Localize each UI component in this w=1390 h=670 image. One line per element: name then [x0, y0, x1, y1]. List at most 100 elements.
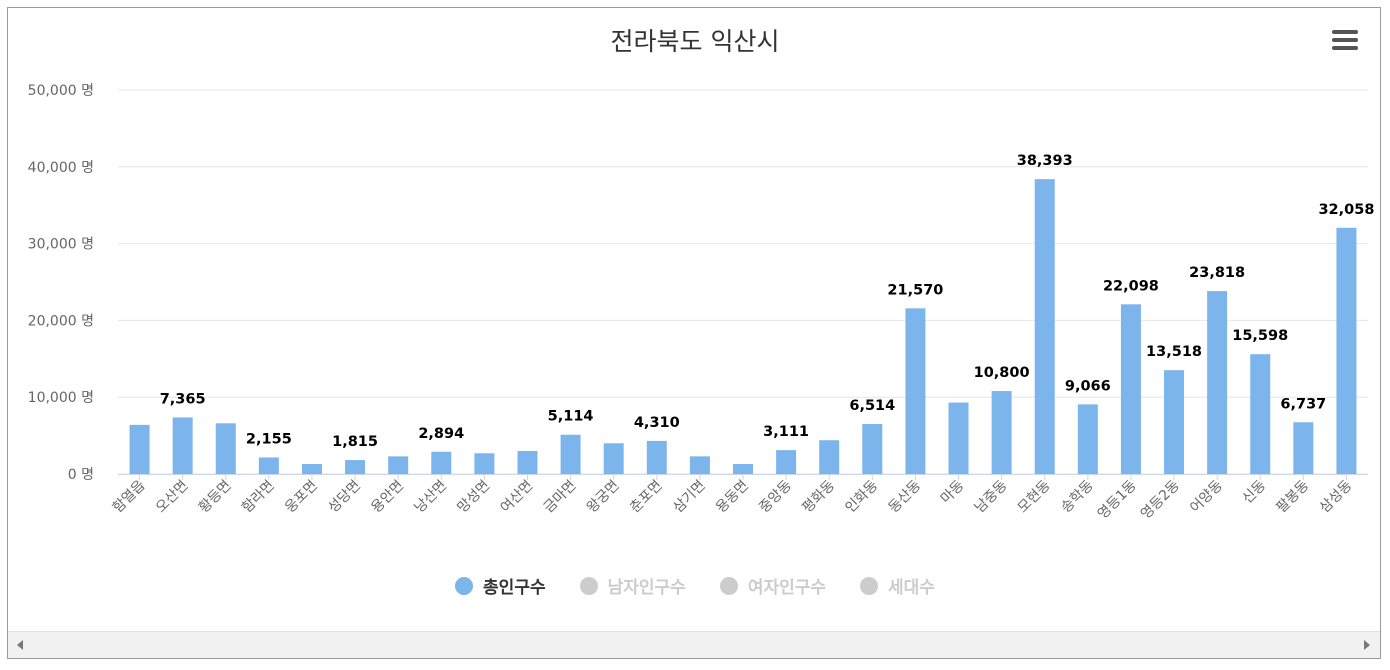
data-label: 38,393	[1017, 153, 1073, 169]
data-label: 7,365	[160, 391, 206, 407]
data-label: 13,518	[1146, 344, 1202, 360]
x-tick-label: 모현동	[1015, 477, 1054, 516]
bar	[862, 423, 883, 474]
legend-dot-icon	[455, 576, 474, 595]
data-label: 23,818	[1189, 265, 1245, 281]
data-label: 2,894	[418, 426, 464, 442]
x-tick-label: 함열읍	[110, 477, 149, 516]
data-label: 1,815	[332, 434, 378, 450]
x-tick-label: 웅포면	[282, 478, 321, 517]
legend-dot-icon	[860, 576, 879, 595]
x-tick-label: 평화동	[799, 477, 838, 516]
x-tick-label: 마동	[938, 477, 968, 507]
y-tick-label: 0 명	[68, 467, 94, 483]
chart-title: 전라북도 익산시	[610, 27, 780, 56]
x-tick-label: 인화동	[843, 477, 882, 516]
data-label: 6,514	[849, 398, 895, 414]
legend-dot-icon	[579, 576, 598, 595]
data-label: 3,111	[763, 424, 809, 440]
bar	[905, 308, 926, 474]
x-tick-label: 어양동	[1187, 477, 1226, 516]
x-tick-label: 여산면	[498, 478, 537, 517]
x-tick-label: 신동	[1240, 477, 1270, 507]
x-tick-label: 황등면	[196, 478, 235, 517]
data-label: 15,598	[1232, 328, 1288, 344]
y-tick-label: 20,000 명	[28, 313, 94, 329]
y-tick-label: 40,000 명	[28, 160, 94, 176]
legend-label: 여자인구수	[747, 578, 827, 598]
bar	[1077, 404, 1098, 474]
x-tick-label: 남중동	[972, 477, 1011, 516]
x-tick-label: 낭산면	[411, 478, 450, 517]
x-tick-label: 망성면	[455, 478, 494, 517]
x-tick-label: 삼성동	[1317, 477, 1356, 516]
legend-item[interactable]: 총인구수	[455, 573, 546, 598]
bar	[948, 402, 969, 474]
data-label: 10,800	[974, 365, 1030, 381]
bar	[689, 456, 710, 474]
x-tick-label: 함라면	[239, 478, 278, 517]
hamburger-menu-icon[interactable]	[1332, 30, 1360, 54]
data-label: 2,155	[246, 431, 292, 447]
legend-label: 세대수	[888, 578, 935, 598]
legend-item[interactable]: 남자인구수	[579, 573, 686, 598]
bar	[172, 417, 193, 474]
legend-dot-icon	[719, 576, 738, 595]
x-tick-label: 왕궁면	[584, 478, 623, 517]
legend-item[interactable]: 세대수	[860, 573, 935, 598]
bar-chart: 0 명 10,000 명 20,000 명 30,000 명 40,000 명 50,00…	[28, 83, 1375, 522]
bar	[1164, 370, 1185, 474]
chart-container: 전라북도 익산시 0 명 10,000 명 20,000 명 30,000 명 40,0…	[7, 7, 1381, 659]
x-tick-label: 용안면	[368, 478, 407, 517]
x-tick-label: 삼기면	[670, 478, 709, 517]
legend-label: 남자인구수	[607, 578, 686, 598]
bar	[1336, 227, 1357, 474]
bar	[991, 391, 1012, 474]
bar	[603, 443, 624, 474]
bar	[560, 434, 581, 474]
x-tick-label: 성당면	[325, 478, 364, 517]
chart-legend: 총인구수 남자인구수 여자인구수 세대수	[8, 573, 1382, 598]
horizontal-scrollbar[interactable]	[8, 631, 1380, 658]
bar	[776, 450, 797, 474]
bar	[215, 423, 236, 474]
bar	[474, 453, 495, 474]
bar	[819, 440, 840, 474]
x-tick-label: 중앙동	[756, 477, 795, 516]
bar	[301, 464, 322, 474]
data-label: 5,114	[548, 409, 594, 425]
scroll-left-icon[interactable]	[17, 640, 23, 650]
data-label: 22,098	[1103, 278, 1159, 294]
x-tick-label: 동산동	[886, 477, 925, 516]
y-tick-label: 30,000 명	[28, 237, 94, 253]
data-label: 9,066	[1065, 378, 1111, 394]
y-tick-label: 50,000 명	[28, 83, 94, 99]
x-tick-label: 영등1동	[1095, 477, 1140, 522]
bar	[646, 440, 667, 474]
scroll-right-icon[interactable]	[1364, 640, 1370, 650]
bar	[1207, 291, 1228, 474]
bar	[388, 456, 409, 474]
bar	[1293, 422, 1314, 474]
bar	[129, 424, 150, 474]
bar	[733, 464, 753, 474]
data-label: 4,310	[634, 415, 680, 431]
x-tick-label: 춘포면	[627, 478, 666, 517]
bar	[1250, 354, 1271, 474]
y-tick-label: 10,000 명	[28, 390, 94, 406]
x-tick-label: 오산면	[153, 478, 192, 517]
bar	[1034, 179, 1055, 474]
x-tick-label: 용동면	[713, 478, 752, 517]
bar	[1120, 304, 1141, 474]
data-label: 6,737	[1280, 396, 1326, 412]
bar	[431, 451, 452, 474]
x-tick-label: 팔봉동	[1274, 477, 1313, 516]
data-label: 32,058	[1318, 202, 1374, 218]
bar	[258, 457, 279, 474]
bar	[345, 460, 366, 474]
data-label: 21,570	[887, 282, 943, 298]
x-tick-label: 송학동	[1058, 477, 1097, 516]
legend-item[interactable]: 여자인구수	[719, 573, 827, 598]
bar	[517, 450, 538, 474]
x-tick-label: 금마면	[541, 478, 580, 517]
